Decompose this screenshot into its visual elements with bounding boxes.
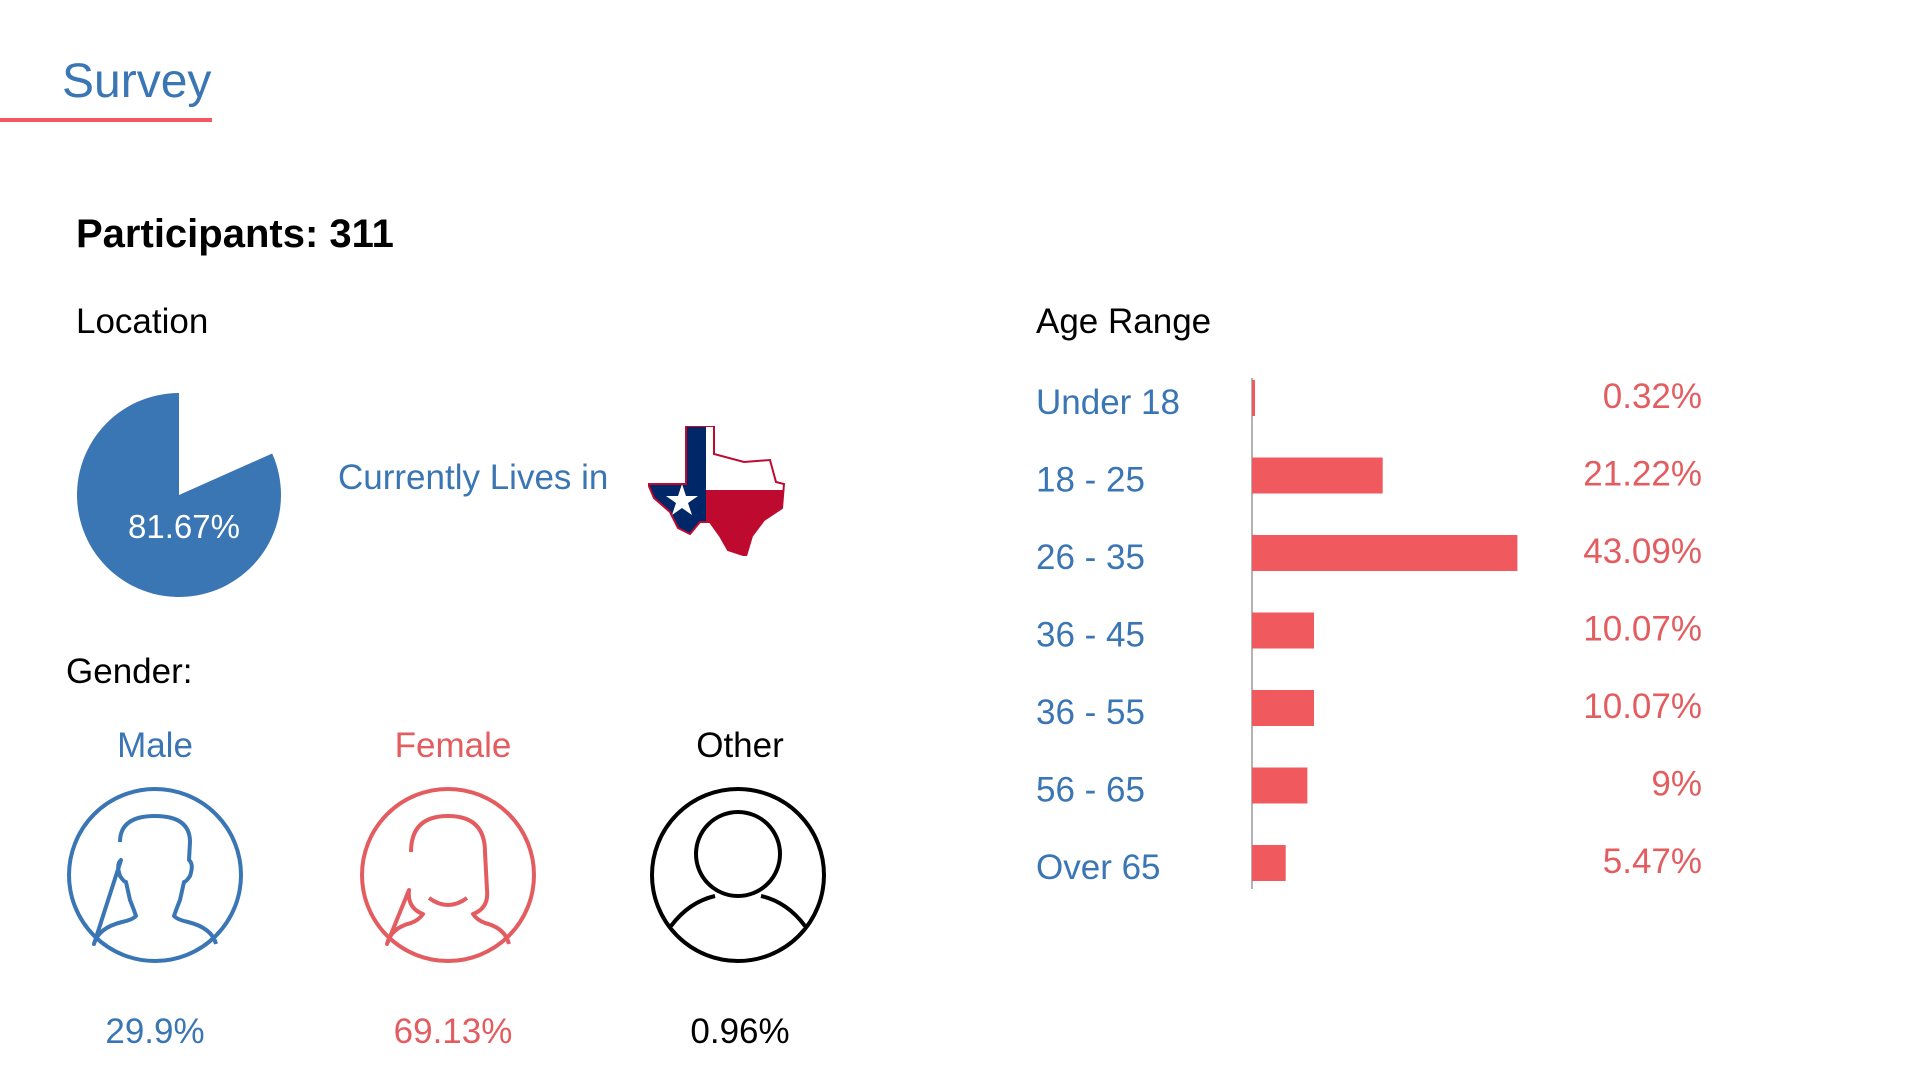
- female-avatar-icon: [359, 786, 537, 964]
- location-label: Location: [76, 302, 209, 341]
- gender-male-label: Male: [117, 726, 193, 765]
- age-category-label: 56 - 65: [1036, 771, 1145, 810]
- location-pie-chart: 81.67%: [74, 390, 284, 600]
- title-underline: [0, 118, 212, 122]
- age-value-label: 0.32%: [1603, 377, 1702, 416]
- age-category-label: 18 - 25: [1036, 461, 1145, 500]
- gender-other-value: 0.96%: [690, 1012, 790, 1051]
- gender-male-value: 29.9%: [105, 1012, 205, 1051]
- age-category-label: 36 - 45: [1036, 616, 1145, 655]
- age-category-label: Under 18: [1036, 383, 1180, 422]
- gender-label: Gender:: [66, 652, 193, 691]
- age-bar: [1252, 612, 1314, 649]
- age-value-label: 10.07%: [1583, 610, 1702, 649]
- age-value-label: 5.47%: [1603, 842, 1702, 881]
- person-avatar-icon: [649, 786, 827, 964]
- gender-female-label: Female: [394, 726, 512, 765]
- age-bar: [1252, 690, 1314, 726]
- age-bar: [1252, 457, 1383, 494]
- male-avatar-icon: [66, 786, 244, 964]
- age-range-bar-chart: Under 18 0.32% 18 - 25 21.22% 26 - 35 43.09% 3…: [1030, 370, 1730, 900]
- age-chart-svg: Under 18 0.32% 18 - 25 21.22% 26 - 35 43.09% 3…: [1036, 377, 1702, 889]
- age-value-label: 43.09%: [1583, 532, 1702, 571]
- age-category-label: 36 - 55: [1036, 693, 1145, 732]
- location-pie-label: 81.67%: [128, 508, 240, 545]
- age-bar: [1252, 845, 1286, 881]
- participants-count: Participants: 311: [76, 212, 394, 256]
- age-bar: [1252, 380, 1255, 416]
- age-value-label: 21.22%: [1583, 455, 1702, 494]
- age-value-label: 10.07%: [1583, 687, 1702, 726]
- location-pie-slice: [76, 393, 281, 597]
- page-title: Survey: [62, 55, 212, 108]
- texas-flag-map-icon: [646, 425, 786, 558]
- age-value-label: 9%: [1651, 765, 1702, 804]
- age-range-label: Age Range: [1036, 302, 1212, 341]
- gender-other-label: Other: [696, 726, 784, 765]
- age-category-label: 26 - 35: [1036, 538, 1145, 577]
- age-bar: [1252, 535, 1518, 571]
- age-category-label: Over 65: [1036, 848, 1161, 887]
- gender-female-value: 69.13%: [393, 1012, 513, 1051]
- currently-lives-text: Currently Lives in: [338, 458, 609, 497]
- age-bar: [1252, 767, 1308, 804]
